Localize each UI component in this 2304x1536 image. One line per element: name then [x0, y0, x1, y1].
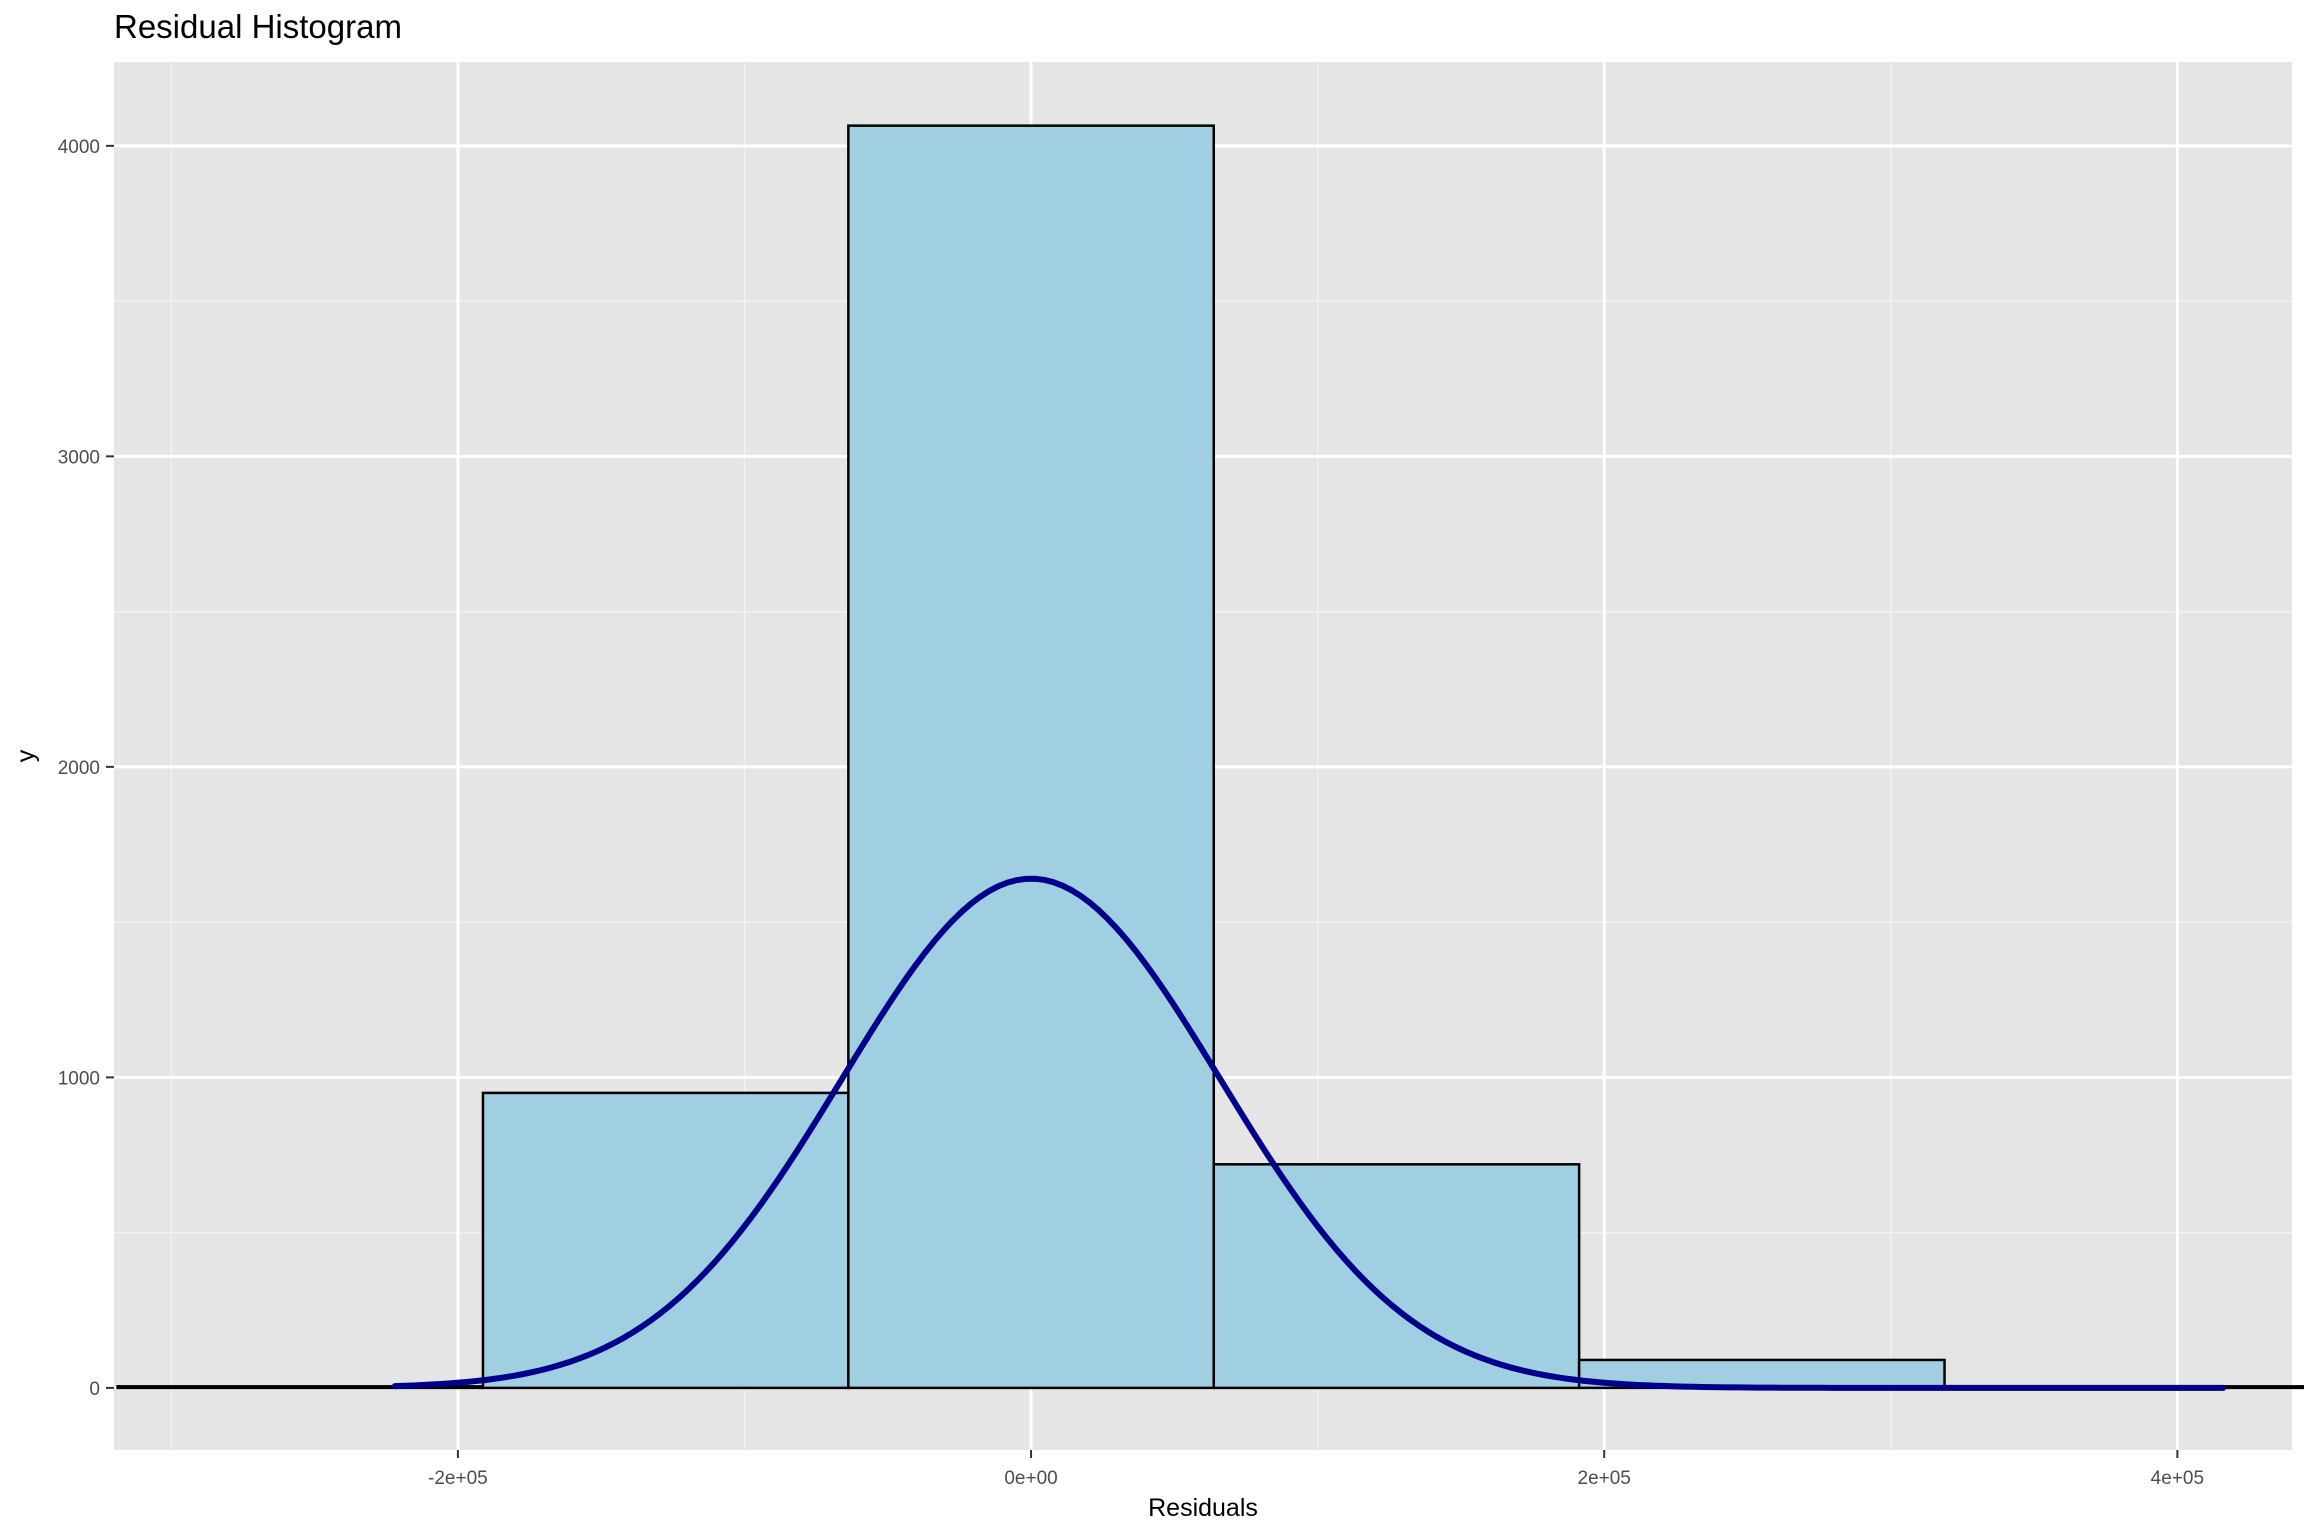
normal-curve-layer: [391, 875, 2227, 1391]
y-tick-label: 0: [89, 1379, 100, 1400]
x-axis-label: Residuals: [1148, 1494, 1258, 1522]
histogram-bars: [116, 124, 2304, 1390]
x-axis-ticks: -2e+05 0e+00 2e+05 4e+05: [428, 1450, 2204, 1489]
x-tick-label: 4e+05: [2151, 1468, 2204, 1489]
y-axis-ticks: 0 1000 2000 3000 4000: [58, 137, 114, 1400]
histogram-bar-2: [481, 1091, 850, 1390]
y-tick-label: 4000: [58, 137, 100, 158]
x-tick-label: 2e+05: [1578, 1468, 1631, 1489]
histogram-bar-4: [1212, 1163, 1581, 1390]
chart-title: Residual Histogram: [114, 8, 402, 45]
histogram-bar-3: [847, 124, 1215, 1390]
y-axis-label: y: [12, 749, 40, 762]
normal-density-curve: [391, 875, 2227, 1391]
x-tick-label: -2e+05: [428, 1468, 488, 1489]
y-tick-label: 3000: [58, 447, 100, 468]
y-tick-label: 1000: [58, 1068, 100, 1089]
y-tick-label: 2000: [58, 758, 100, 779]
histogram-bar-5: [1577, 1358, 1946, 1390]
x-tick-label: 0e+00: [1004, 1468, 1057, 1489]
